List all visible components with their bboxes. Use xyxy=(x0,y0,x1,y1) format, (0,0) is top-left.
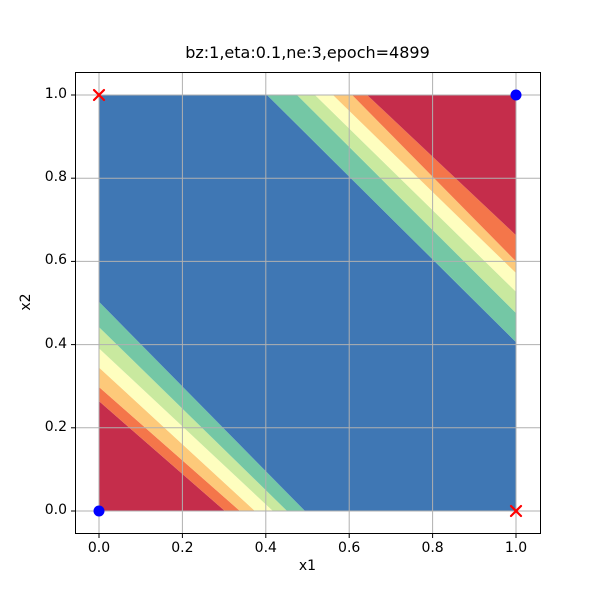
x-tick-label: 0.4 xyxy=(254,540,277,556)
x-tick-label: 0.6 xyxy=(338,540,361,556)
contour-band-lightorange xyxy=(332,95,516,274)
x-tick-label: 0.0 xyxy=(87,540,111,556)
contour-band-teal xyxy=(267,95,516,343)
contour-bands xyxy=(99,95,516,511)
x-tick-label: 0.2 xyxy=(171,540,194,556)
contour-band-lightgreen xyxy=(297,95,516,313)
contour-band-blue xyxy=(99,95,516,511)
contour-band-lightorange xyxy=(99,367,255,511)
contour-band-red xyxy=(99,401,225,511)
contour-band-orange xyxy=(99,387,240,511)
x-tick-label: 0.8 xyxy=(421,540,444,556)
scatter-markers xyxy=(92,88,523,518)
contour-band-yellow xyxy=(315,95,516,292)
contour-band-red xyxy=(367,95,516,236)
y-axis-label: x2 xyxy=(18,293,34,311)
data-point-circle xyxy=(510,89,522,101)
axes-frame xyxy=(75,72,541,534)
y-tick-label: 1.0 xyxy=(44,86,67,102)
data-point-circle xyxy=(93,505,105,517)
y-tick-label: 0.0 xyxy=(44,502,67,518)
tick-marks xyxy=(71,94,517,538)
data-point-cross xyxy=(509,504,523,518)
chart-title: bz:1,eta:0.1,ne:3,epoch=4899 xyxy=(185,43,430,62)
x-axis-label: x1 xyxy=(298,558,317,574)
y-tick-label: 0.8 xyxy=(44,169,67,186)
grid-lines xyxy=(75,72,540,533)
y-tick-label: 0.4 xyxy=(44,335,67,352)
y-tick-label: 0.6 xyxy=(44,252,67,269)
data-point-cross xyxy=(92,88,106,102)
x-tick-label: 1.0 xyxy=(504,540,528,556)
y-tick-label: 0.2 xyxy=(44,418,67,435)
